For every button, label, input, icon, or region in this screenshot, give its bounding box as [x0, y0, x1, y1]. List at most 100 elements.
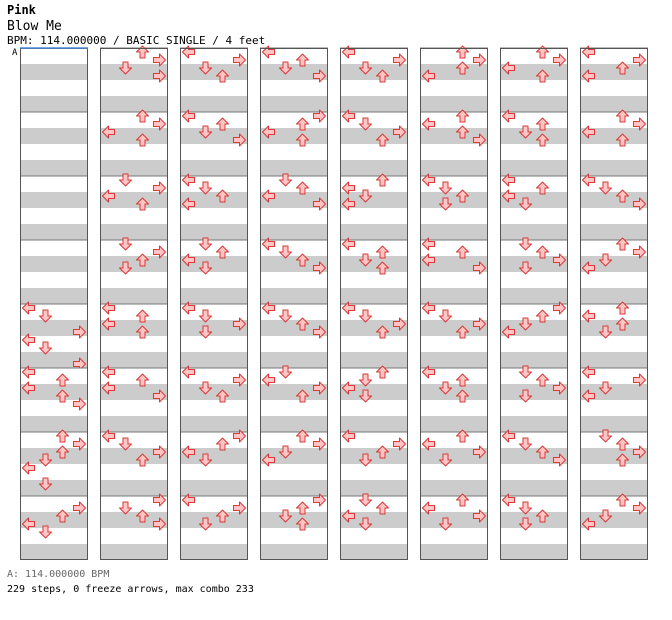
- left-arrow-icon: [102, 189, 115, 203]
- beat-band: [20, 176, 88, 184]
- down-arrow-icon: [39, 341, 52, 355]
- beat-band: [420, 176, 488, 184]
- down-arrow-icon: [359, 309, 372, 323]
- up-arrow-icon: [376, 173, 389, 187]
- right-arrow-icon: [473, 509, 486, 523]
- left-arrow-icon: [422, 117, 435, 131]
- beat-band: [340, 112, 408, 120]
- beat-band: [500, 480, 568, 488]
- beat-band: [500, 128, 568, 136]
- beat-band: [180, 480, 248, 488]
- beat-band: [100, 144, 168, 152]
- beat-band: [100, 328, 168, 336]
- beat-band: [100, 424, 168, 432]
- beat-band: [340, 352, 408, 360]
- beat-band: [340, 152, 408, 160]
- left-arrow-icon: [182, 173, 195, 187]
- right-arrow-icon: [633, 501, 646, 515]
- beat-band: [340, 184, 408, 192]
- measure: [500, 429, 568, 496]
- down-arrow-icon: [519, 197, 532, 211]
- beat-band: [100, 456, 168, 464]
- beat-band: [100, 96, 168, 104]
- beat-band: [420, 472, 488, 480]
- measure: [20, 239, 88, 304]
- beat-band: [500, 280, 568, 288]
- up-arrow-icon: [616, 493, 629, 507]
- beat-band: [340, 424, 408, 432]
- beat-band: [500, 368, 568, 376]
- down-arrow-icon: [39, 309, 52, 323]
- beat-band: [20, 312, 88, 320]
- up-arrow-icon: [376, 133, 389, 147]
- beat-band: [260, 448, 328, 456]
- beat-band: [420, 304, 488, 312]
- beat-band: [340, 480, 408, 488]
- beat-band: [340, 104, 408, 112]
- beat-band: [260, 400, 328, 408]
- beat-band: [340, 552, 408, 560]
- up-arrow-icon: [216, 509, 229, 523]
- beat-band: [420, 296, 488, 304]
- left-arrow-icon: [342, 509, 355, 523]
- beat-band: [260, 360, 328, 368]
- right-arrow-icon: [73, 325, 86, 339]
- beat-band: [260, 56, 328, 64]
- right-arrow-icon: [553, 301, 566, 315]
- beat-band: [180, 192, 248, 200]
- beat-band: [420, 400, 488, 408]
- beat-band: [420, 392, 488, 400]
- left-arrow-icon: [262, 373, 275, 387]
- beat-band: [180, 232, 248, 240]
- beat-band: [180, 200, 248, 208]
- beat-band: [500, 432, 568, 440]
- beat-band: [20, 224, 88, 232]
- measure: [500, 109, 568, 176]
- right-arrow-icon: [313, 109, 326, 123]
- beat-band: [100, 416, 168, 424]
- up-arrow-icon: [296, 253, 309, 267]
- beat-band: [580, 496, 648, 504]
- beat-band: [580, 288, 648, 296]
- beat-band: [260, 208, 328, 216]
- left-arrow-icon: [342, 381, 355, 395]
- beat-band: [260, 392, 328, 400]
- measure: [100, 237, 168, 304]
- left-arrow-icon: [102, 365, 115, 379]
- beat-band: [580, 320, 648, 328]
- beat-band: [260, 152, 328, 160]
- measure: [580, 301, 648, 368]
- beat-band: [20, 304, 88, 312]
- beat-band: [260, 464, 328, 472]
- right-arrow-icon: [473, 133, 486, 147]
- beat-band: [340, 232, 408, 240]
- beat-band: [580, 344, 648, 352]
- beat-band: [340, 208, 408, 216]
- beat-band: [580, 216, 648, 224]
- beat-band: [500, 120, 568, 128]
- beat-band: [180, 456, 248, 464]
- beat-band: [100, 368, 168, 376]
- beat-band: [500, 376, 568, 384]
- left-arrow-icon: [22, 365, 35, 379]
- beat-band: [20, 248, 88, 256]
- beat-band: [260, 352, 328, 360]
- beat-band: [20, 320, 88, 328]
- measure: [580, 45, 648, 112]
- beat-band: [100, 232, 168, 240]
- beat-band: [340, 440, 408, 448]
- beat-band: [500, 256, 568, 264]
- up-arrow-icon: [536, 133, 549, 147]
- beat-band: [580, 80, 648, 88]
- down-arrow-icon: [119, 501, 132, 515]
- beat-band: [20, 272, 88, 280]
- chart-column: [420, 45, 488, 560]
- beat-band: [260, 528, 328, 536]
- beat-band: [500, 384, 568, 392]
- up-arrow-icon: [376, 501, 389, 515]
- beat-band: [20, 288, 88, 296]
- beat-band: [420, 64, 488, 72]
- beat-band: [20, 472, 88, 480]
- measure: [340, 109, 408, 176]
- beat-band: [20, 456, 88, 464]
